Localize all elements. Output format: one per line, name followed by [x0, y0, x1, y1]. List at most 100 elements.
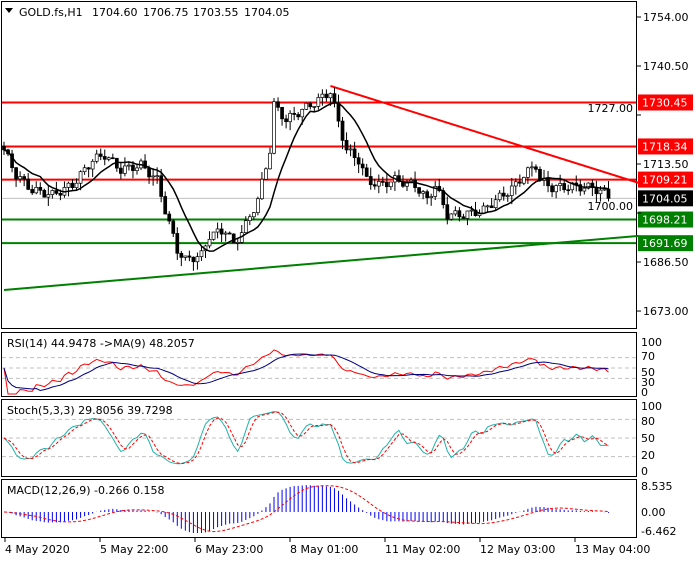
- candle-body: [123, 165, 127, 174]
- candle-body: [336, 102, 341, 122]
- candle-body: [46, 194, 51, 198]
- candle-body: [546, 177, 550, 187]
- price-tick-label: 1740.50: [643, 60, 689, 73]
- candle-body: [385, 181, 389, 188]
- candle-body: [352, 148, 357, 159]
- candle-body: [292, 112, 297, 115]
- candle-body: [433, 186, 438, 197]
- level-price-label: 1698.21: [642, 214, 688, 227]
- candle-body: [94, 153, 99, 162]
- candle-body: [562, 183, 567, 191]
- stoch-plot: [2, 411, 636, 465]
- candle-body: [143, 160, 147, 169]
- rsi-tick-label: 30: [641, 376, 655, 389]
- candle-body: [2, 145, 6, 151]
- candle-body: [578, 184, 583, 192]
- price-tick-label: 1686.50: [643, 256, 689, 269]
- candle-body: [247, 216, 252, 222]
- candle-body: [401, 181, 405, 187]
- macd-tick-label: 0.00: [641, 506, 666, 519]
- candle-body: [159, 175, 164, 197]
- macd-panel[interactable]: [1, 479, 637, 538]
- candle-body: [18, 176, 22, 180]
- level-price-tag: [638, 138, 693, 155]
- level-price-label: 1718.34: [642, 140, 688, 153]
- candle-body: [288, 112, 292, 123]
- candle-body: [163, 196, 168, 215]
- collapse-triangle-icon[interactable]: [5, 8, 13, 13]
- time-tick-label: 6 May 23:00: [195, 543, 263, 556]
- main-price-panel[interactable]: [1, 1, 637, 329]
- candle-body: [320, 93, 325, 98]
- candle-body: [602, 188, 607, 191]
- candle-body: [348, 148, 353, 151]
- candle-body: [268, 152, 272, 170]
- time-tick-label: 4 May 2020: [5, 543, 70, 556]
- stoch-tick-label: 80: [641, 415, 655, 428]
- candle-body: [517, 181, 522, 184]
- candle-body: [199, 250, 204, 258]
- candle-body: [505, 195, 510, 197]
- candle-body: [171, 220, 176, 234]
- rsi-tick-label: 100: [641, 336, 662, 349]
- candle-body: [308, 102, 313, 108]
- candle-body: [405, 181, 409, 187]
- candle-body: [445, 204, 450, 220]
- candle-body: [219, 228, 224, 235]
- candle-body: [296, 114, 301, 118]
- candle-body: [175, 233, 180, 254]
- candle-body: [453, 210, 458, 215]
- candle-body: [82, 167, 87, 173]
- candle-body: [489, 205, 494, 209]
- candle-body: [316, 97, 321, 107]
- price-tick-label: 1713.50: [643, 158, 689, 171]
- candle-body: [284, 118, 288, 123]
- candle-body: [167, 213, 172, 222]
- candle-body: [119, 167, 123, 174]
- ohlc-open: 1704.60: [92, 6, 138, 19]
- candle-body: [260, 178, 264, 200]
- trendline: [3, 234, 639, 291]
- candle-body: [300, 108, 305, 118]
- rsi-label: RSI(14) 44.9478 ->MA(9) 48.2057: [7, 337, 195, 350]
- candle-body: [332, 93, 337, 104]
- candle-body: [364, 167, 369, 177]
- candle-body: [356, 157, 361, 165]
- candle-body: [127, 164, 131, 167]
- candle-body: [38, 187, 43, 191]
- candle-body: [102, 156, 107, 160]
- stoch-tick-label: 0: [641, 465, 648, 478]
- stoch-tick-label: 20: [641, 449, 655, 462]
- ohlc-close: 1704.05: [244, 6, 290, 19]
- candle-body: [195, 256, 200, 263]
- stoch-tick-label: 50: [641, 432, 655, 445]
- candle-body: [425, 191, 429, 198]
- candle-body: [481, 205, 486, 214]
- candle-body: [264, 168, 268, 180]
- level-price-tag: [638, 94, 693, 111]
- level-price-tag: [638, 211, 693, 228]
- candle-body: [449, 213, 454, 220]
- candle-body: [606, 188, 611, 199]
- current-price-label: 1704.05: [642, 192, 688, 205]
- candle-body: [179, 252, 184, 258]
- candle-body: [10, 153, 14, 169]
- candle-body: [473, 209, 478, 216]
- candle-body: [324, 93, 329, 99]
- price-plot: [2, 85, 639, 291]
- candle-body: [50, 190, 55, 195]
- rsi-tick-label: 50: [641, 366, 655, 379]
- price-tick-label: 1727.00: [588, 102, 634, 115]
- candle-body: [90, 160, 95, 170]
- candle-body: [421, 191, 425, 194]
- candle-body: [34, 187, 39, 194]
- candle-body: [252, 212, 256, 218]
- candle-body: [598, 189, 603, 195]
- candle-body: [530, 166, 534, 169]
- candle-body: [304, 102, 309, 110]
- macd-tick-label: 8.535: [641, 480, 673, 493]
- time-tick-label: 11 May 02:00: [385, 543, 460, 556]
- candle-body: [106, 157, 111, 160]
- candle-body: [191, 256, 196, 263]
